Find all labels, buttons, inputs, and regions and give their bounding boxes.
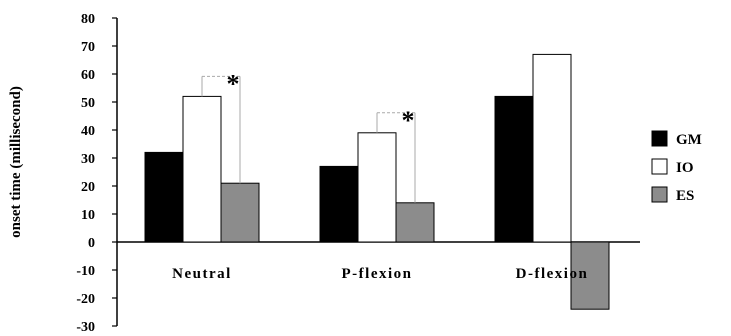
legend-swatch-es [651,186,668,203]
bar-io-d-flexion [532,53,572,243]
bars [117,53,640,310]
x-category-label: P-flexion [342,266,413,282]
legend-label-es: ES [676,188,694,204]
y-tick-label: 0 [88,236,95,251]
category-labels: Neutral P-flexion D-flexion [172,266,589,282]
y-tick-label: -30 [76,320,95,335]
significance-asterisk: * [402,106,415,135]
bar-es-neutral [220,182,260,243]
y-tick-label: 80 [81,12,95,27]
legend: GM IO ES [651,130,702,204]
y-tick-label: -20 [76,292,95,307]
y-tick-label: 70 [81,40,95,55]
y-tick-label: 10 [81,208,95,223]
y-tick-label: 30 [81,152,95,167]
significance-annotations: ** [201,69,416,203]
y-tick-label: -10 [76,264,95,279]
significance-asterisk: * [227,69,240,98]
y-axis: 80 70 60 50 40 30 20 10 0 -10 -20 -30 [76,12,118,335]
bar-es-p-flexion [395,202,435,243]
bar-io-neutral [182,95,222,243]
bar-gm-d-flexion [494,95,534,243]
y-tick-label: 60 [81,68,95,83]
legend-swatch-io [651,158,668,175]
y-tick-label: 20 [81,180,95,195]
legend-label-io: IO [676,160,694,176]
x-category-label: D-flexion [516,266,589,282]
y-tick-label: 50 [81,96,95,111]
x-category-label: Neutral [172,266,232,282]
bar-es-d-flexion [570,241,610,310]
legend-swatch-gm [651,130,668,147]
bar-io-p-flexion [357,132,397,243]
bar-gm-p-flexion [319,165,359,243]
y-tick-label: 40 [81,124,95,139]
legend-label-gm: GM [676,132,702,148]
bar-gm-neutral [144,151,184,243]
y-axis-label: onset time (millisecond) [8,86,24,238]
